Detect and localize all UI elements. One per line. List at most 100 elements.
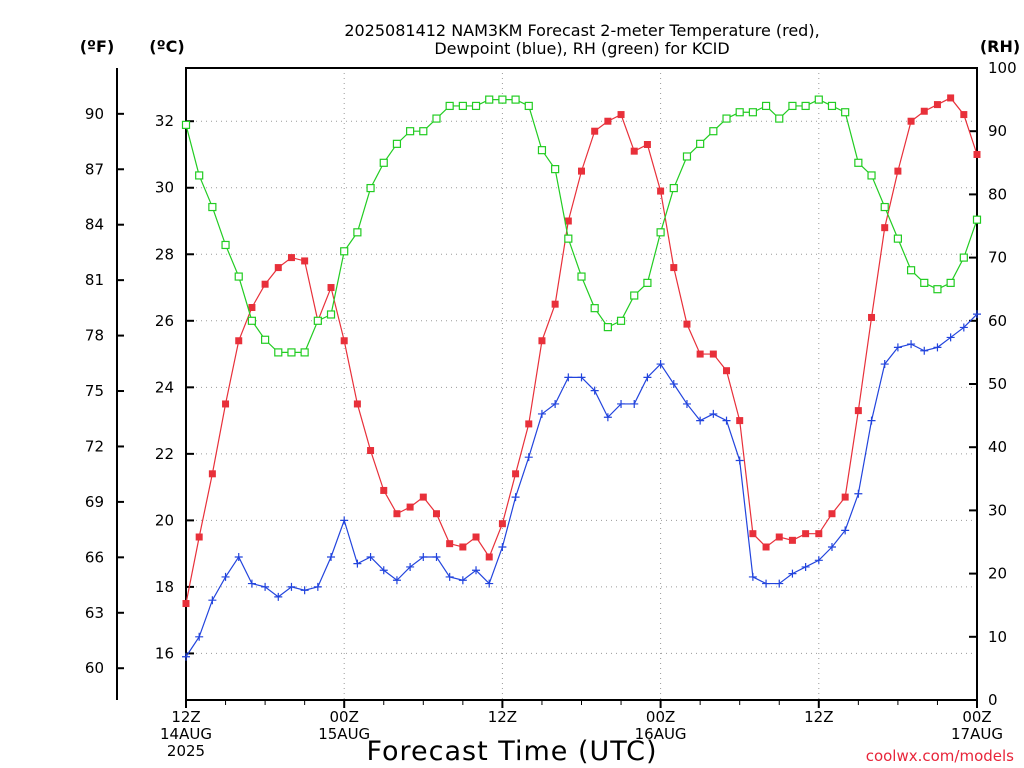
data-point bbox=[880, 360, 889, 369]
data-point bbox=[656, 360, 665, 369]
data-point bbox=[604, 117, 612, 125]
celsius-tick-label: 32 bbox=[155, 112, 174, 130]
data-point bbox=[630, 399, 639, 408]
data-point bbox=[669, 183, 678, 193]
data-point bbox=[907, 117, 915, 125]
celsius-tick-label: 28 bbox=[155, 245, 174, 263]
data-point bbox=[182, 600, 190, 608]
data-point bbox=[775, 533, 783, 541]
data-point bbox=[432, 114, 441, 123]
data-point bbox=[841, 108, 850, 117]
data-point bbox=[551, 399, 560, 408]
fahrenheit-tick-label: 75 bbox=[85, 382, 104, 400]
data-point bbox=[920, 346, 929, 355]
data-point bbox=[195, 632, 204, 641]
data-point bbox=[630, 147, 638, 155]
fahrenheit-tick-label: 84 bbox=[85, 216, 104, 234]
title-line-1: 2025081412 NAM3KM Forecast 2-meter Tempe… bbox=[344, 21, 819, 40]
data-point bbox=[893, 343, 902, 352]
data-point bbox=[933, 101, 941, 109]
data-point bbox=[591, 127, 599, 135]
rh-tick-label: 50 bbox=[988, 375, 1007, 393]
data-point bbox=[247, 579, 256, 588]
data-point bbox=[696, 416, 705, 425]
data-point bbox=[933, 285, 942, 294]
data-point bbox=[722, 416, 731, 425]
data-point bbox=[485, 95, 494, 104]
data-point bbox=[208, 202, 217, 212]
data-point bbox=[736, 417, 744, 425]
data-point bbox=[854, 489, 863, 498]
data-point bbox=[577, 272, 586, 281]
data-point bbox=[827, 542, 836, 551]
data-point bbox=[485, 579, 494, 588]
data-point bbox=[973, 150, 981, 158]
data-point bbox=[735, 456, 744, 465]
data-point bbox=[208, 470, 216, 478]
data-point bbox=[959, 323, 968, 332]
rh-tick-label: 60 bbox=[988, 312, 1007, 330]
data-point bbox=[432, 510, 440, 518]
time-tick-label: 12Z bbox=[171, 708, 200, 726]
data-point bbox=[709, 127, 718, 136]
time-tick-label: 17AUG bbox=[951, 725, 1003, 743]
data-point bbox=[485, 553, 493, 561]
data-point bbox=[564, 234, 573, 243]
data-point bbox=[274, 264, 282, 272]
celsius-tick-label: 16 bbox=[155, 644, 174, 662]
rh-tick-label: 80 bbox=[988, 185, 1007, 203]
data-point bbox=[723, 367, 731, 375]
data-point bbox=[419, 493, 427, 501]
data-point bbox=[379, 158, 388, 167]
x-axis-title: Forecast Time (UTC) bbox=[366, 736, 657, 767]
rh-tick-label: 30 bbox=[988, 501, 1007, 519]
data-point bbox=[682, 399, 691, 408]
data-point bbox=[762, 543, 770, 551]
data-point bbox=[406, 127, 415, 136]
fahrenheit-tick-label: 72 bbox=[85, 437, 104, 455]
data-point bbox=[353, 228, 362, 237]
data-point bbox=[709, 350, 717, 358]
series-line bbox=[185, 98, 978, 353]
data-point bbox=[682, 152, 692, 161]
data-point bbox=[670, 264, 678, 272]
data-point bbox=[906, 266, 916, 275]
data-point bbox=[340, 247, 349, 256]
data-point bbox=[525, 420, 533, 428]
data-point bbox=[274, 592, 283, 601]
time-tick-label: 16AUG bbox=[635, 725, 687, 743]
series-dewpoint bbox=[182, 310, 981, 661]
rh-tick-label: 100 bbox=[988, 59, 1017, 77]
data-point bbox=[775, 114, 784, 123]
celsius-tick-label: 26 bbox=[155, 312, 174, 330]
data-point bbox=[551, 300, 559, 308]
data-point bbox=[748, 108, 757, 117]
data-point bbox=[445, 101, 454, 111]
data-point bbox=[630, 291, 639, 300]
data-point bbox=[814, 95, 823, 104]
data-point bbox=[617, 111, 625, 119]
data-point bbox=[643, 373, 652, 382]
series-layer bbox=[181, 94, 982, 661]
data-point bbox=[274, 348, 283, 357]
rh-tick-label: 0 bbox=[988, 691, 998, 709]
data-point bbox=[313, 316, 322, 325]
data-point bbox=[392, 139, 402, 148]
data-point bbox=[538, 337, 546, 345]
celsius-unit-label: (ºC) bbox=[149, 37, 184, 56]
data-point bbox=[221, 572, 230, 581]
data-point bbox=[537, 409, 546, 418]
celsius-tick-label: 18 bbox=[155, 578, 174, 596]
data-point bbox=[419, 552, 428, 561]
data-point bbox=[537, 146, 547, 155]
fahrenheit-axis: 60 63 66 69 72 75 78 81 84 87 90 bbox=[85, 105, 124, 677]
data-point bbox=[959, 253, 968, 262]
data-point bbox=[669, 380, 678, 388]
data-point bbox=[788, 569, 797, 578]
data-point bbox=[683, 320, 691, 328]
data-point bbox=[182, 652, 190, 661]
data-point bbox=[367, 447, 375, 455]
data-point bbox=[222, 400, 230, 408]
time-tick-label: 12Z bbox=[488, 708, 517, 726]
data-point bbox=[946, 333, 955, 342]
